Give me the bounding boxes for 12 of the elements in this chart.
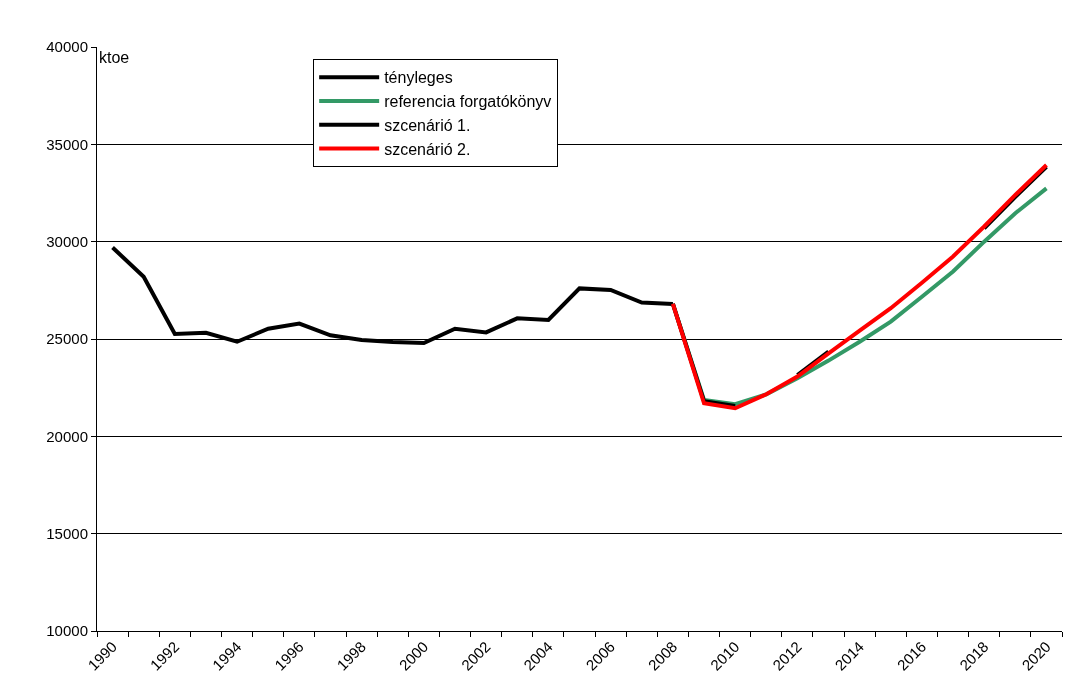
y-tick-label: 20000 [46, 427, 88, 445]
y-axis-title: ktoe [99, 49, 130, 66]
y-tick-label: 35000 [46, 135, 88, 153]
legend-label: szcenárió 2. [384, 140, 471, 158]
y-tick-label: 10000 [46, 622, 88, 640]
y-tick-label: 40000 [46, 38, 88, 56]
y-tick-label: 25000 [46, 330, 88, 348]
legend-label: szcenárió 1. [384, 117, 471, 134]
legend-label: tényleges [384, 69, 453, 87]
y-tick-label: 30000 [46, 232, 88, 250]
y-tick-label: 15000 [46, 524, 88, 542]
legend-label: referencia forgatókönyv [384, 93, 552, 111]
